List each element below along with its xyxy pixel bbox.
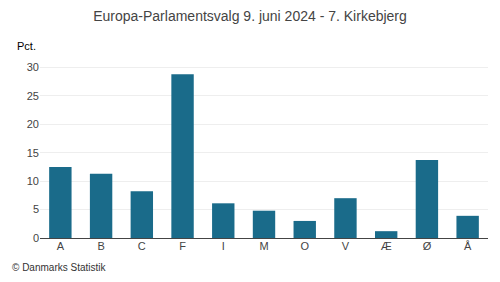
svg-text:Ø: Ø <box>423 240 432 252</box>
svg-text:15: 15 <box>27 147 39 159</box>
svg-text:30: 30 <box>27 61 39 73</box>
svg-text:5: 5 <box>33 203 39 215</box>
svg-text:Å: Å <box>464 240 472 252</box>
svg-text:I: I <box>222 240 225 252</box>
svg-text:Europa-Parlamentsvalg 9. juni: Europa-Parlamentsvalg 9. juni 2024 - 7. … <box>93 8 407 24</box>
svg-text:M: M <box>259 240 268 252</box>
svg-text:A: A <box>57 240 65 252</box>
svg-text:O: O <box>300 240 309 252</box>
svg-text:20: 20 <box>27 118 39 130</box>
svg-text:Pct.: Pct. <box>17 40 36 52</box>
svg-text:25: 25 <box>27 90 39 102</box>
svg-text:© Danmarks Statistik: © Danmarks Statistik <box>12 262 107 273</box>
svg-text:Æ: Æ <box>381 240 392 252</box>
svg-text:C: C <box>138 240 146 252</box>
svg-text:F: F <box>179 240 186 252</box>
svg-text:0: 0 <box>33 232 39 244</box>
svg-text:B: B <box>97 240 104 252</box>
svg-text:10: 10 <box>27 175 39 187</box>
svg-text:V: V <box>342 240 350 252</box>
